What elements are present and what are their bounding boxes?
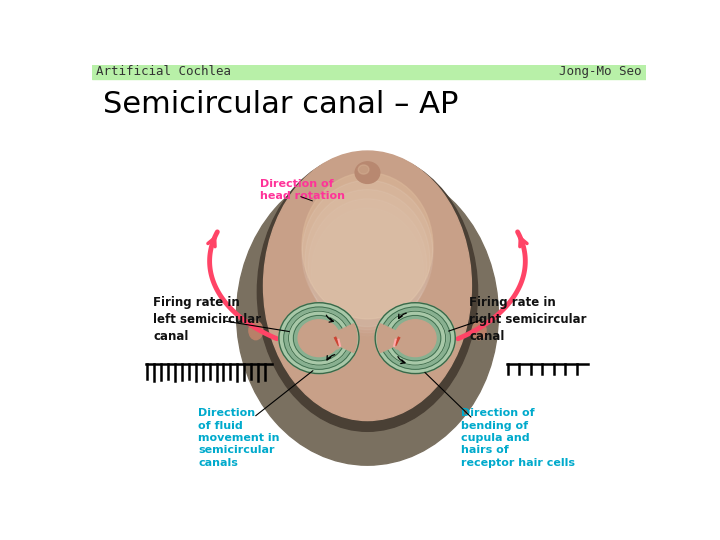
Text: Artificial Cochlea: Artificial Cochlea (96, 65, 231, 78)
Ellipse shape (298, 320, 340, 356)
Ellipse shape (279, 303, 359, 374)
Ellipse shape (359, 165, 369, 174)
Ellipse shape (380, 307, 451, 369)
Text: Firing rate in
left semicircular
canal: Firing rate in left semicircular canal (153, 296, 261, 343)
Text: Direction
of fluid
movement in
semicircular
canals: Direction of fluid movement in semicircu… (198, 408, 279, 468)
Ellipse shape (305, 190, 430, 330)
FancyArrowPatch shape (398, 356, 405, 363)
Bar (92, 65, 647, 79)
Text: Jong-Mo Seo: Jong-Mo Seo (559, 65, 642, 78)
Ellipse shape (237, 165, 498, 465)
FancyArrowPatch shape (327, 355, 335, 360)
Ellipse shape (293, 315, 345, 361)
Text: Direction of
head rotation: Direction of head rotation (260, 179, 345, 201)
Wedge shape (323, 324, 357, 353)
Polygon shape (392, 338, 402, 349)
Ellipse shape (384, 311, 446, 365)
Ellipse shape (302, 173, 433, 319)
Ellipse shape (264, 151, 472, 421)
Text: Firing rate in
right semicircular
canal: Firing rate in right semicircular canal (469, 296, 587, 343)
Ellipse shape (302, 180, 433, 327)
Ellipse shape (472, 321, 486, 340)
FancyArrowPatch shape (326, 315, 333, 322)
Ellipse shape (390, 315, 441, 361)
Wedge shape (377, 324, 411, 353)
FancyArrowPatch shape (399, 313, 406, 319)
Ellipse shape (284, 307, 354, 369)
Text: Direction of
bending of
cupula and
hairs of
receptor hair cells: Direction of bending of cupula and hairs… (462, 408, 575, 468)
Ellipse shape (395, 320, 436, 356)
Text: Semicircular canal – AP: Semicircular canal – AP (102, 90, 458, 119)
Ellipse shape (375, 303, 455, 374)
Ellipse shape (249, 321, 263, 340)
Polygon shape (333, 338, 341, 349)
Ellipse shape (289, 311, 349, 365)
Ellipse shape (355, 162, 379, 184)
Ellipse shape (257, 153, 477, 431)
